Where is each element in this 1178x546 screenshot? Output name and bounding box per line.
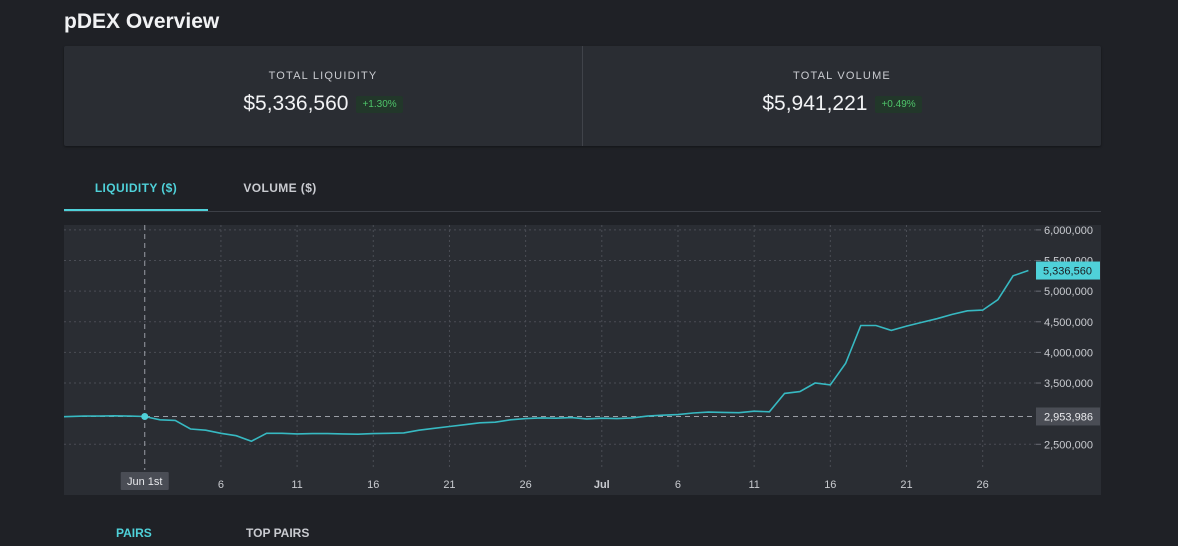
total-volume-card: TOTAL VOLUME $5,941,221 +0.49% xyxy=(582,46,1101,146)
crosshair-y-label: 2,953,986 xyxy=(1036,407,1100,426)
stats-panel: TOTAL LIQUIDITY $5,336,560 +1.30% TOTAL … xyxy=(64,46,1101,146)
x-tick-label: 11 xyxy=(748,479,759,491)
crosshair-point xyxy=(141,412,149,420)
x-tick-label: Jul xyxy=(594,479,610,491)
last-value-label-text: 5,336,560 xyxy=(1043,266,1092,278)
total-volume-change-badge: +0.49% xyxy=(875,95,922,113)
x-tick-label: 16 xyxy=(824,479,836,491)
total-liquidity-change-badge: +1.30% xyxy=(356,95,403,113)
x-tick-label: 11 xyxy=(291,479,302,491)
y-tick-label: 5,000,000 xyxy=(1044,286,1093,298)
y-tick-label: 6,000,000 xyxy=(1044,225,1093,237)
page-title: pDEX Overview xyxy=(64,10,220,33)
total-liquidity-row: $5,336,560 +1.30% xyxy=(243,92,403,116)
bottom-tabs: PAIRS TOP PAIRS xyxy=(64,526,464,546)
total-liquidity-value: $5,336,560 xyxy=(243,92,349,115)
x-tick-label: 21 xyxy=(900,479,912,491)
tab-liquidity[interactable]: LIQUIDITY ($) xyxy=(64,166,208,211)
y-tick-label: 4,500,000 xyxy=(1044,317,1093,329)
crosshair-x-label-bg xyxy=(120,472,169,490)
crosshair-y-label-text: 2,953,986 xyxy=(1044,411,1093,423)
total-volume-label: TOTAL VOLUME xyxy=(793,70,891,82)
tab-top-pairs[interactable]: TOP PAIRS xyxy=(246,526,310,540)
total-liquidity-label: TOTAL LIQUIDITY xyxy=(268,70,378,82)
last-value-label: 5,336,560 xyxy=(1036,261,1100,280)
liquidity-chart[interactable]: 6,000,000 5,500,000 5,000,000 4,500,000 4,00… xyxy=(64,225,1101,495)
x-tick-label: 26 xyxy=(977,479,989,491)
liquidity-chart-svg[interactable]: 6,000,0005,500,0005,000,0004,500,0004,00… xyxy=(64,225,1101,495)
chart-tabs: LIQUIDITY ($) VOLUME ($) xyxy=(64,166,1101,212)
total-volume-row: $5,941,221 +0.49% xyxy=(762,92,922,116)
crosshair-x-label: Jun 1st xyxy=(120,472,169,490)
x-tick-label: 26 xyxy=(519,479,531,491)
x-axis-strip xyxy=(64,470,1101,495)
tab-volume[interactable]: VOLUME ($) xyxy=(243,181,317,195)
y-tick-label: 2,500,000 xyxy=(1044,439,1093,451)
x-tick-label: 6 xyxy=(675,479,681,491)
liquidity-series-line xyxy=(64,269,1029,443)
y-tick-label: 3,500,000 xyxy=(1044,378,1093,390)
x-tick-label: 6 xyxy=(218,479,224,491)
y-tick-label: 4,000,000 xyxy=(1044,347,1093,359)
x-tick-label: 16 xyxy=(367,479,379,491)
crosshair-y-label-bg xyxy=(1036,407,1100,426)
last-value-label-bg xyxy=(1036,261,1100,280)
crosshair-x-label-text: Jun 1st xyxy=(127,476,162,488)
plot-area xyxy=(64,225,1036,470)
total-volume-value: $5,941,221 xyxy=(762,92,868,115)
x-tick-label: 21 xyxy=(443,479,455,491)
tab-pairs[interactable]: PAIRS xyxy=(116,526,152,540)
total-liquidity-card: TOTAL LIQUIDITY $5,336,560 +1.30% xyxy=(64,46,582,146)
